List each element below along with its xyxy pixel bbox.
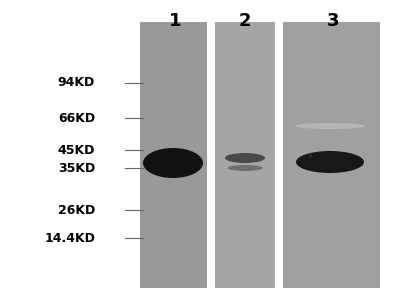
Ellipse shape [296, 151, 364, 173]
Text: 35KD: 35KD [58, 161, 95, 175]
Ellipse shape [225, 153, 265, 163]
Text: 66KD: 66KD [58, 112, 95, 124]
Text: 2: 2 [239, 12, 251, 30]
Text: 45KD: 45KD [58, 143, 95, 157]
Ellipse shape [143, 148, 203, 178]
Text: 3: 3 [327, 12, 339, 30]
Bar [140, 22, 207, 288]
Text: 26KD: 26KD [58, 203, 95, 217]
Text: 14.4KD: 14.4KD [44, 232, 95, 244]
Bar [283, 22, 380, 288]
Bar [215, 22, 275, 288]
Ellipse shape [295, 123, 365, 129]
Ellipse shape [227, 165, 263, 171]
Text: 1: 1 [169, 12, 181, 30]
Text: 94KD: 94KD [58, 76, 95, 89]
